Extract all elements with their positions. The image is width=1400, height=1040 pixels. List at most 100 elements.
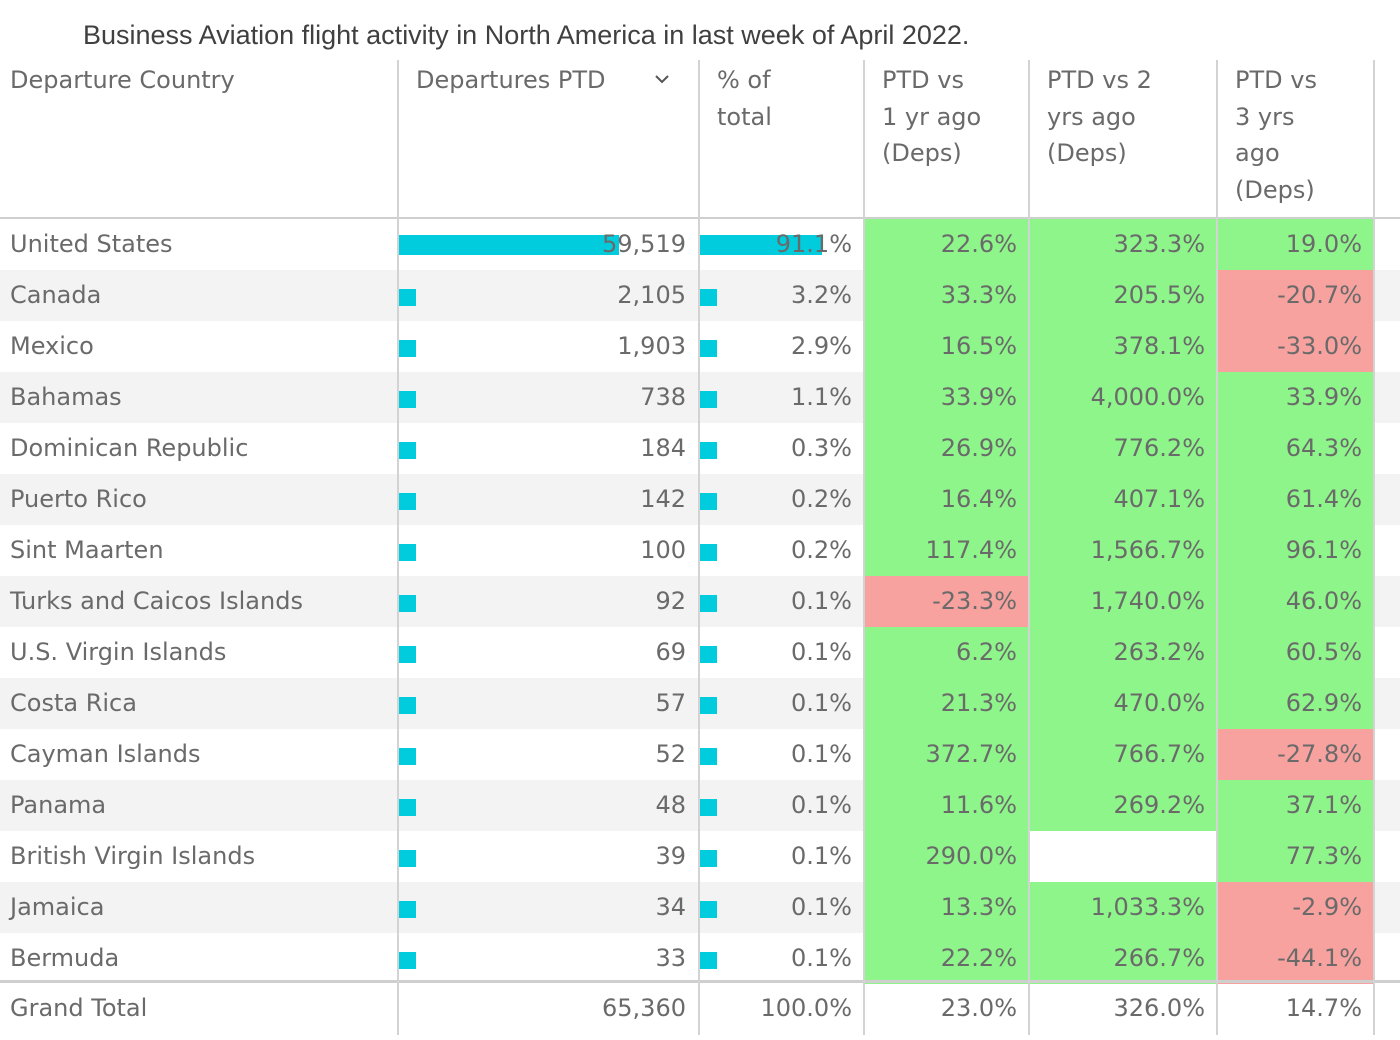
- vs-3yr-cell: -33.0%: [1277, 332, 1362, 360]
- column-header-3[interactable]: PTD vs 1 yr ago (Deps): [882, 62, 981, 172]
- table-row[interactable]: Sint Maarten 100 0.2% 117.4% 1,566.7% 96.1%: [0, 525, 1400, 576]
- column-header-2[interactable]: % of total: [717, 62, 772, 135]
- pct-bar: [700, 340, 717, 357]
- column-header-line: PTD vs 2: [1047, 66, 1152, 94]
- departures-bar: [399, 391, 416, 408]
- table-row[interactable]: Dominican Republic 184 0.3% 26.9% 776.2% 64.3…: [0, 423, 1400, 474]
- column-header-1[interactable]: Departures PTD: [416, 62, 606, 99]
- departures-bar: [399, 799, 416, 816]
- heat-cell-positive: [865, 729, 1028, 780]
- heat-cell-positive: [865, 933, 1028, 984]
- total-pct: 100.0%: [760, 994, 852, 1022]
- heat-cell-positive: [1218, 831, 1373, 882]
- country-cell: Costa Rica: [10, 689, 137, 717]
- vs-1yr-cell: 22.6%: [940, 230, 1017, 258]
- heat-cell-positive: [865, 678, 1028, 729]
- table-row[interactable]: United States 59,519 91.1% 22.6% 323.3% 19.0%: [0, 219, 1400, 270]
- vs-3yr-cell: 61.4%: [1285, 485, 1362, 513]
- vs-3yr-cell: 62.9%: [1285, 689, 1362, 717]
- heat-cell-positive: [865, 780, 1028, 831]
- vs-3yr-cell: -27.8%: [1277, 740, 1362, 768]
- column-header-line: (Deps): [882, 139, 962, 167]
- departures-bar: [399, 442, 416, 459]
- vs-1yr-cell: 290.0%: [925, 842, 1017, 870]
- country-cell: Turks and Caicos Islands: [10, 587, 303, 615]
- table-row[interactable]: British Virgin Islands 39 0.1% 290.0% 77.3%: [0, 831, 1400, 882]
- country-cell: United States: [10, 230, 173, 258]
- heat-cell-positive: [1218, 627, 1373, 678]
- departures-bar: [399, 748, 416, 765]
- country-cell: Sint Maarten: [10, 536, 164, 564]
- total-departures: 65,360: [602, 994, 686, 1022]
- country-cell: Bahamas: [10, 383, 122, 411]
- column-header-line: Departures PTD: [416, 66, 606, 94]
- table-row[interactable]: Cayman Islands 52 0.1% 372.7% 766.7% -27.8%: [0, 729, 1400, 780]
- vs-2yr-cell: 378.1%: [1113, 332, 1205, 360]
- vs-2yr-cell: 1,566.7%: [1090, 536, 1205, 564]
- departures-bar: [399, 646, 416, 663]
- departures-cell: 184: [640, 434, 686, 462]
- column-header-4[interactable]: PTD vs 2 yrs ago (Deps): [1047, 62, 1152, 172]
- heat-cell-positive: [1030, 780, 1216, 831]
- heat-cell-positive: [1030, 678, 1216, 729]
- column-header-line: PTD vs: [882, 66, 964, 94]
- column-header-0[interactable]: Departure Country: [10, 62, 235, 99]
- vs-1yr-cell: 33.3%: [940, 281, 1017, 309]
- vs-2yr-cell: 323.3%: [1113, 230, 1205, 258]
- column-header-line: 3 yrs: [1235, 102, 1295, 131]
- vs-2yr-cell: 205.5%: [1113, 281, 1205, 309]
- departures-cell: 33: [655, 944, 686, 972]
- vs-3yr-cell: 19.0%: [1285, 230, 1362, 258]
- total-vs-1yr: 23.0%: [940, 994, 1017, 1022]
- heat-cell-positive: [865, 882, 1028, 933]
- country-cell: U.S. Virgin Islands: [10, 638, 227, 666]
- heat-cell-negative: [1218, 729, 1373, 780]
- table-row[interactable]: Jamaica 34 0.1% 13.3% 1,033.3% -2.9%: [0, 882, 1400, 933]
- pct-total-cell: 0.1%: [791, 791, 852, 819]
- departures-bar: [399, 544, 416, 561]
- table-row[interactable]: Bermuda 33 0.1% 22.2% 266.7% -44.1%: [0, 933, 1400, 984]
- heat-cell-negative: [1218, 270, 1373, 321]
- vs-3yr-cell: -44.1%: [1277, 944, 1362, 972]
- pct-bar: [700, 646, 717, 663]
- chevron-down-icon[interactable]: [655, 72, 669, 86]
- table-row[interactable]: Panama 48 0.1% 11.6% 269.2% 37.1%: [0, 780, 1400, 831]
- departures-bar: [399, 901, 416, 918]
- departures-cell: 69: [655, 638, 686, 666]
- heat-cell-positive: [1218, 372, 1373, 423]
- header-divider: [0, 217, 1400, 219]
- pct-bar: [700, 493, 717, 510]
- table-row[interactable]: U.S. Virgin Islands 69 0.1% 6.2% 263.2% 60.5%: [0, 627, 1400, 678]
- pct-bar: [700, 697, 717, 714]
- vs-2yr-cell: 407.1%: [1113, 485, 1205, 513]
- total-vs-2yr: 326.0%: [1113, 994, 1205, 1022]
- heat-cell-positive: [865, 525, 1028, 576]
- table-row[interactable]: Costa Rica 57 0.1% 21.3% 470.0% 62.9%: [0, 678, 1400, 729]
- pct-bar: [700, 442, 717, 459]
- vs-1yr-cell: 21.3%: [940, 689, 1017, 717]
- vs-3yr-cell: 60.5%: [1285, 638, 1362, 666]
- table-row[interactable]: Puerto Rico 142 0.2% 16.4% 407.1% 61.4%: [0, 474, 1400, 525]
- pct-total-cell: 0.1%: [791, 689, 852, 717]
- country-cell: Mexico: [10, 332, 94, 360]
- departures-cell: 39: [655, 842, 686, 870]
- column-header-5[interactable]: PTD vs 3 yrs ago (Deps): [1235, 62, 1317, 208]
- table-row[interactable]: Turks and Caicos Islands 92 0.1% -23.3% 1,74…: [0, 576, 1400, 627]
- pct-bar: [700, 901, 717, 918]
- country-cell: Dominican Republic: [10, 434, 249, 462]
- table-row[interactable]: Canada 2,105 3.2% 33.3% 205.5% -20.7%: [0, 270, 1400, 321]
- pct-total-cell: 0.2%: [791, 536, 852, 564]
- total-divider: [0, 980, 1400, 983]
- vs-2yr-cell: 1,033.3%: [1090, 893, 1205, 921]
- departures-bar: [399, 697, 416, 714]
- departures-cell: 34: [655, 893, 686, 921]
- heat-cell-positive: [1030, 627, 1216, 678]
- heat-cell-positive: [865, 474, 1028, 525]
- table-row[interactable]: Bahamas 738 1.1% 33.9% 4,000.0% 33.9%: [0, 372, 1400, 423]
- heat-cell-positive: [1218, 678, 1373, 729]
- departures-cell: 52: [655, 740, 686, 768]
- vs-1yr-cell: 16.5%: [940, 332, 1017, 360]
- departures-bar: [399, 289, 416, 306]
- table-row[interactable]: Mexico 1,903 2.9% 16.5% 378.1% -33.0%: [0, 321, 1400, 372]
- total-label: Grand Total: [10, 994, 148, 1022]
